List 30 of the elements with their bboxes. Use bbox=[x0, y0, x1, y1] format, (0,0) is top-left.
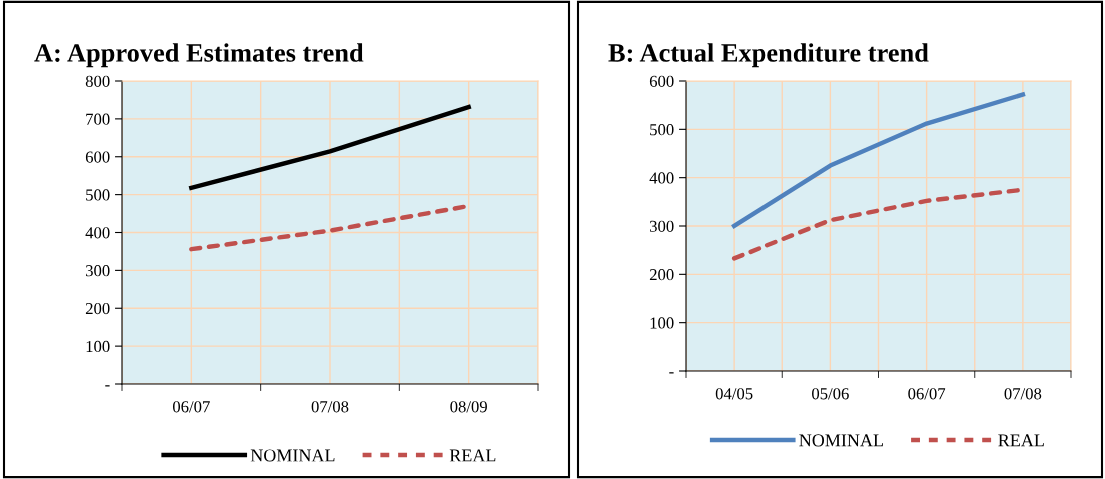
y-tick-label: 200 bbox=[85, 302, 110, 315]
y-tick-label: 600 bbox=[85, 151, 110, 163]
x-tick-label: 06/07 bbox=[908, 388, 946, 400]
chart-title: A: Approved Estimates trend bbox=[34, 43, 364, 68]
y-tick-label: 700 bbox=[86, 113, 110, 125]
y-tick-label: 500 bbox=[650, 124, 674, 136]
y-tick-label: 300 bbox=[85, 265, 110, 277]
y-tick-label: 300 bbox=[649, 220, 674, 232]
x-tick-label: 07/08 bbox=[1004, 388, 1042, 400]
y-tick-label: 100 bbox=[650, 317, 674, 329]
x-tick-label: 08/09 bbox=[450, 401, 487, 413]
y-tick-label: 500 bbox=[86, 189, 110, 201]
x-tick-label: 04/05 bbox=[715, 388, 753, 400]
y-tick-label: - bbox=[105, 385, 110, 387]
x-tick-label: 05/06 bbox=[812, 388, 849, 400]
legend-label: REAL bbox=[449, 449, 496, 462]
x-tick-label: 07/08 bbox=[311, 401, 349, 413]
y-tick-label: - bbox=[669, 372, 674, 374]
chart-title: B: Actual Expenditure trend bbox=[608, 43, 929, 68]
y-tick-label: 600 bbox=[649, 75, 674, 87]
y-tick-label: 400 bbox=[85, 227, 110, 239]
line-series bbox=[731, 92, 1026, 229]
y-tick-label: 800 bbox=[85, 75, 110, 87]
y-tick-label: 400 bbox=[649, 172, 674, 184]
y-tick-label: 100 bbox=[86, 340, 110, 353]
legend-label: NOMINAL bbox=[799, 434, 883, 447]
legend-label: NOMINAL bbox=[250, 449, 335, 462]
x-tick-label: 06/07 bbox=[172, 401, 210, 413]
legend-label: REAL bbox=[998, 434, 1044, 447]
y-tick-label: 200 bbox=[649, 269, 674, 281]
